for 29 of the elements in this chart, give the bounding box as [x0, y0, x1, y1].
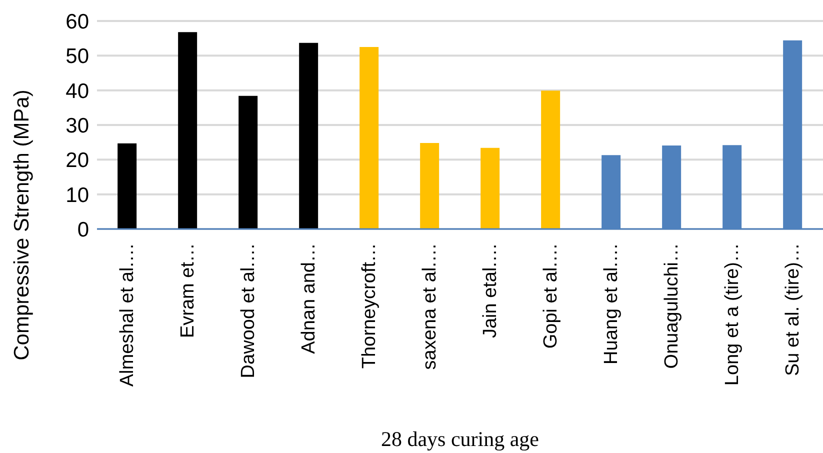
x-tick-label: Su et al. (tire)… [782, 243, 804, 376]
y-tick-label: 10 [66, 184, 89, 207]
x-tick-label: Long et a (tire)… [722, 243, 743, 386]
y-tick-label: 50 [66, 45, 89, 68]
bar [420, 143, 440, 229]
x-tick-label: Jain etal.… [480, 243, 501, 338]
x-tick-label: Dawood et al.… [238, 243, 259, 378]
x-tick-label: Thorneycroft… [358, 243, 380, 369]
bar [480, 148, 500, 229]
y-tick-label: 40 [66, 80, 89, 103]
x-tick-label: saxena et al.… [419, 243, 440, 370]
bar [118, 143, 137, 229]
bar [360, 47, 379, 229]
x-tick-label: Almeshal et al.… [116, 243, 138, 387]
x-tick-label: Huang et al.… [600, 243, 622, 364]
bar [541, 90, 560, 229]
x-tick-label: Evram et… [177, 243, 198, 338]
x-axis-title: 28 days curing age [380, 427, 540, 451]
y-tick-label: 60 [66, 10, 89, 34]
y-tick-label: 0 [77, 218, 89, 242]
y-tick-label: 20 [66, 149, 89, 172]
y-axis-title: Compressive Strength (MPa) [10, 90, 34, 360]
bar [238, 96, 258, 229]
x-tick-label: Onuaguluchi… [661, 243, 682, 369]
x-tick-label: Adnan and… [298, 243, 320, 354]
y-tick-label: 30 [66, 114, 89, 138]
bar [299, 42, 318, 229]
bar [178, 32, 198, 229]
x-tick-label: Gopi et al.… [540, 243, 562, 349]
